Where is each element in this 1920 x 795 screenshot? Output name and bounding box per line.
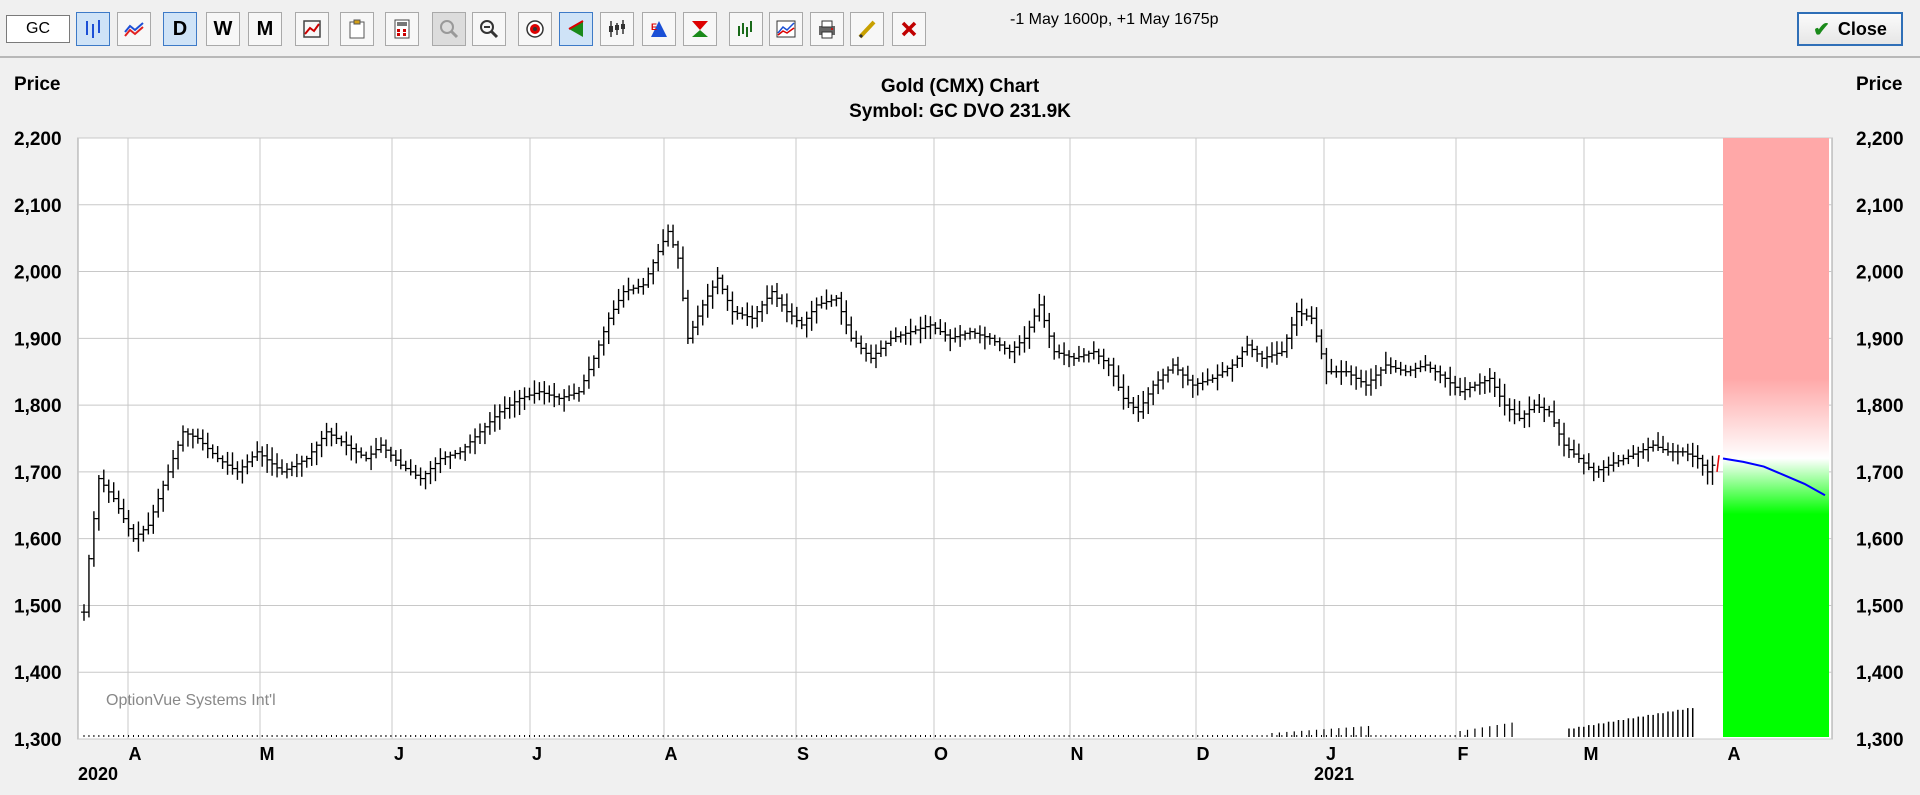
month-label: J xyxy=(532,744,542,764)
zoom-out-icon[interactable] xyxy=(472,12,506,46)
month-label: F xyxy=(1458,744,1469,764)
y-tick-left: 2,200 xyxy=(14,129,62,150)
checkmark-icon: ✔ xyxy=(1813,18,1830,41)
axis-labels: 1,300 1,300 1,400 1,400 1,500 1,500 1,600 1,600… xyxy=(14,129,1904,784)
forecast-zones xyxy=(1723,138,1829,737)
watermark: OptionVue Systems Int'l xyxy=(106,692,276,709)
close-label: Close xyxy=(1837,18,1887,39)
y-tick-right: 2,000 xyxy=(1856,263,1904,284)
chart-settings-icon[interactable] xyxy=(295,12,329,46)
month-label: M xyxy=(260,744,275,764)
y-axis-label-right: Price xyxy=(1856,74,1902,95)
y-tick-left: 1,600 xyxy=(14,530,62,551)
month-label: O xyxy=(934,744,948,764)
price-bars xyxy=(81,224,1716,621)
paste-icon[interactable] xyxy=(340,12,374,46)
year-label: 2020 xyxy=(78,764,118,784)
y-tick-left: 1,700 xyxy=(14,463,62,484)
zoom-in-icon[interactable] xyxy=(432,12,466,46)
delete-icon[interactable] xyxy=(892,12,926,46)
y-tick-right: 1,600 xyxy=(1856,530,1904,551)
weekly-button[interactable]: W xyxy=(206,12,240,46)
month-label: S xyxy=(797,744,809,764)
strike-note: -1 May 1600p, +1 May 1675p xyxy=(1010,11,1219,28)
forecast-line-group xyxy=(1716,455,1826,497)
month-label: A xyxy=(1728,744,1741,764)
y-tick-right: 2,100 xyxy=(1856,196,1904,217)
close-button[interactable]: ✔ Close xyxy=(1797,12,1903,46)
y-tick-right: 1,500 xyxy=(1856,596,1904,617)
month-label: N xyxy=(1071,744,1084,764)
y-tick-right: 1,300 xyxy=(1856,730,1904,751)
chart-subtitle: Symbol: GC DVO 231.9K xyxy=(849,101,1071,122)
y-tick-left: 1,400 xyxy=(14,663,62,684)
monthly-button[interactable]: M xyxy=(248,12,282,46)
print-icon[interactable] xyxy=(810,12,844,46)
grid xyxy=(78,137,1832,740)
y-tick-right: 1,700 xyxy=(1856,463,1904,484)
toolbar: D W M E -1 May 1600p, +1 May 1 xyxy=(0,0,1920,58)
price-chart[interactable]: 1,300 1,300 1,400 1,400 1,500 1,500 1,600 1,600… xyxy=(0,58,1920,790)
bar-chart-icon[interactable] xyxy=(76,12,110,46)
study-chart-icon[interactable] xyxy=(769,12,803,46)
pencil-icon[interactable] xyxy=(850,12,884,46)
forecast-line xyxy=(1722,457,1826,497)
y-tick-left: 1,300 xyxy=(14,730,62,751)
y-axis-label-left: Price xyxy=(14,74,60,95)
month-label: D xyxy=(1197,744,1210,764)
buy-signal-icon[interactable]: E xyxy=(642,12,676,46)
symbol-input[interactable] xyxy=(6,15,70,43)
y-tick-left: 2,100 xyxy=(14,196,62,217)
line-chart-icon[interactable] xyxy=(117,12,151,46)
y-tick-right: 1,800 xyxy=(1856,396,1904,417)
daily-button[interactable]: D xyxy=(163,12,197,46)
month-label: J xyxy=(1326,744,1336,764)
sell-signal-icon[interactable] xyxy=(683,12,717,46)
year-label: 2021 xyxy=(1314,764,1354,784)
chart-title: Gold (CMX) Chart xyxy=(881,76,1040,97)
y-tick-right: 1,900 xyxy=(1856,329,1904,350)
chart-pane: 1,300 1,300 1,400 1,400 1,500 1,500 1,600 1,600… xyxy=(0,58,1920,790)
calculator-icon[interactable] xyxy=(385,12,419,46)
month-label: A xyxy=(129,744,142,764)
y-tick-right: 2,200 xyxy=(1856,129,1904,150)
lower-probability-zone xyxy=(1723,458,1829,737)
candles-icon[interactable] xyxy=(600,12,634,46)
y-tick-left: 1,500 xyxy=(14,596,62,617)
month-label: A xyxy=(665,744,678,764)
y-tick-left: 1,900 xyxy=(14,329,62,350)
trendline-icon[interactable] xyxy=(559,12,593,46)
month-label: J xyxy=(394,744,404,764)
y-tick-left: 2,000 xyxy=(14,263,62,284)
y-tick-left: 1,800 xyxy=(14,396,62,417)
indicator-chart-icon[interactable] xyxy=(729,12,763,46)
y-tick-right: 1,400 xyxy=(1856,663,1904,684)
last-bar-marker xyxy=(1716,455,1720,472)
upper-probability-zone xyxy=(1723,138,1829,459)
volume-bars xyxy=(83,708,1694,737)
plot-background xyxy=(77,137,1833,740)
target-icon[interactable] xyxy=(518,12,552,46)
svg-text:E: E xyxy=(651,22,657,32)
month-label: M xyxy=(1584,744,1599,764)
